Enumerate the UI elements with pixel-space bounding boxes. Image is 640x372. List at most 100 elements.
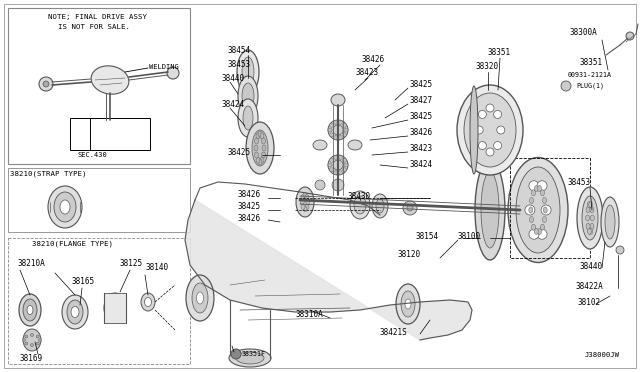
Ellipse shape bbox=[372, 194, 388, 218]
Circle shape bbox=[493, 142, 502, 150]
Ellipse shape bbox=[301, 205, 305, 209]
Ellipse shape bbox=[605, 205, 615, 239]
Ellipse shape bbox=[405, 299, 411, 309]
Ellipse shape bbox=[27, 305, 33, 314]
Ellipse shape bbox=[344, 128, 348, 132]
Ellipse shape bbox=[330, 133, 333, 137]
Ellipse shape bbox=[333, 155, 337, 159]
Ellipse shape bbox=[457, 85, 523, 175]
Text: 38427: 38427 bbox=[410, 96, 433, 105]
Text: 38430: 38430 bbox=[348, 192, 371, 201]
Circle shape bbox=[167, 67, 179, 79]
Ellipse shape bbox=[354, 196, 366, 214]
Ellipse shape bbox=[342, 168, 346, 172]
Ellipse shape bbox=[490, 217, 495, 225]
Ellipse shape bbox=[328, 120, 348, 140]
Ellipse shape bbox=[255, 152, 259, 158]
Ellipse shape bbox=[313, 140, 327, 150]
Text: 38425: 38425 bbox=[228, 148, 251, 157]
Ellipse shape bbox=[145, 298, 152, 307]
Ellipse shape bbox=[538, 186, 541, 192]
Text: 38424: 38424 bbox=[222, 100, 245, 109]
Ellipse shape bbox=[54, 192, 76, 222]
Text: NOTE; FINAL DRIVE ASSY: NOTE; FINAL DRIVE ASSY bbox=[48, 14, 147, 20]
Ellipse shape bbox=[396, 284, 420, 324]
Ellipse shape bbox=[344, 163, 348, 167]
Text: 38100: 38100 bbox=[458, 232, 481, 241]
Ellipse shape bbox=[582, 196, 598, 240]
Ellipse shape bbox=[242, 57, 254, 87]
Ellipse shape bbox=[538, 228, 541, 234]
Ellipse shape bbox=[470, 86, 478, 174]
Ellipse shape bbox=[589, 228, 593, 234]
Ellipse shape bbox=[342, 123, 346, 127]
Circle shape bbox=[626, 32, 634, 40]
Text: 38165: 38165 bbox=[72, 277, 95, 286]
Ellipse shape bbox=[485, 226, 490, 234]
Ellipse shape bbox=[296, 187, 314, 217]
Ellipse shape bbox=[22, 339, 26, 341]
Circle shape bbox=[407, 205, 413, 211]
Bar bbox=[8, 238, 190, 364]
Text: 38102: 38102 bbox=[578, 298, 601, 307]
Ellipse shape bbox=[541, 190, 545, 196]
Ellipse shape bbox=[300, 199, 304, 205]
Ellipse shape bbox=[236, 352, 264, 364]
Text: 38300A: 38300A bbox=[570, 28, 598, 37]
Bar bbox=[510, 158, 590, 258]
Circle shape bbox=[39, 77, 53, 91]
Text: 38423: 38423 bbox=[355, 68, 378, 77]
Ellipse shape bbox=[246, 122, 274, 174]
Ellipse shape bbox=[109, 299, 122, 317]
Ellipse shape bbox=[242, 83, 254, 109]
Ellipse shape bbox=[490, 226, 495, 234]
Ellipse shape bbox=[333, 125, 343, 135]
Circle shape bbox=[478, 142, 486, 150]
Text: 38320: 38320 bbox=[476, 62, 499, 71]
Ellipse shape bbox=[71, 307, 79, 317]
Ellipse shape bbox=[589, 202, 593, 208]
Text: 38210(STRAP TYPE): 38210(STRAP TYPE) bbox=[10, 170, 86, 176]
Text: 38425: 38425 bbox=[410, 80, 433, 89]
Ellipse shape bbox=[67, 300, 83, 324]
Ellipse shape bbox=[38, 339, 42, 341]
Ellipse shape bbox=[339, 121, 342, 124]
Text: PLUG(1): PLUG(1) bbox=[576, 82, 604, 89]
Ellipse shape bbox=[586, 215, 589, 221]
Ellipse shape bbox=[25, 335, 28, 338]
Ellipse shape bbox=[490, 195, 495, 203]
Circle shape bbox=[332, 179, 344, 191]
Ellipse shape bbox=[516, 167, 560, 253]
Ellipse shape bbox=[60, 200, 70, 214]
Circle shape bbox=[537, 181, 547, 191]
Ellipse shape bbox=[306, 199, 310, 205]
Ellipse shape bbox=[303, 192, 307, 198]
Circle shape bbox=[497, 126, 505, 134]
Ellipse shape bbox=[401, 291, 415, 317]
Ellipse shape bbox=[23, 329, 41, 351]
Ellipse shape bbox=[256, 133, 260, 139]
Text: WELDING: WELDING bbox=[149, 64, 179, 70]
Ellipse shape bbox=[333, 171, 337, 174]
Ellipse shape bbox=[590, 223, 594, 229]
Circle shape bbox=[486, 104, 494, 112]
Ellipse shape bbox=[339, 155, 342, 159]
Ellipse shape bbox=[481, 172, 499, 248]
Ellipse shape bbox=[62, 295, 88, 329]
Ellipse shape bbox=[192, 283, 208, 313]
Ellipse shape bbox=[254, 145, 258, 151]
Ellipse shape bbox=[529, 198, 534, 203]
Bar bbox=[104, 293, 126, 323]
Ellipse shape bbox=[31, 334, 33, 337]
Ellipse shape bbox=[330, 123, 333, 127]
Ellipse shape bbox=[543, 198, 547, 203]
Text: 38120: 38120 bbox=[398, 250, 421, 259]
Ellipse shape bbox=[196, 292, 204, 304]
Ellipse shape bbox=[256, 157, 260, 163]
Ellipse shape bbox=[486, 232, 492, 240]
Ellipse shape bbox=[342, 158, 346, 162]
Ellipse shape bbox=[330, 168, 333, 172]
Circle shape bbox=[537, 229, 547, 239]
Text: 38210A: 38210A bbox=[18, 259, 45, 268]
Ellipse shape bbox=[328, 128, 332, 132]
